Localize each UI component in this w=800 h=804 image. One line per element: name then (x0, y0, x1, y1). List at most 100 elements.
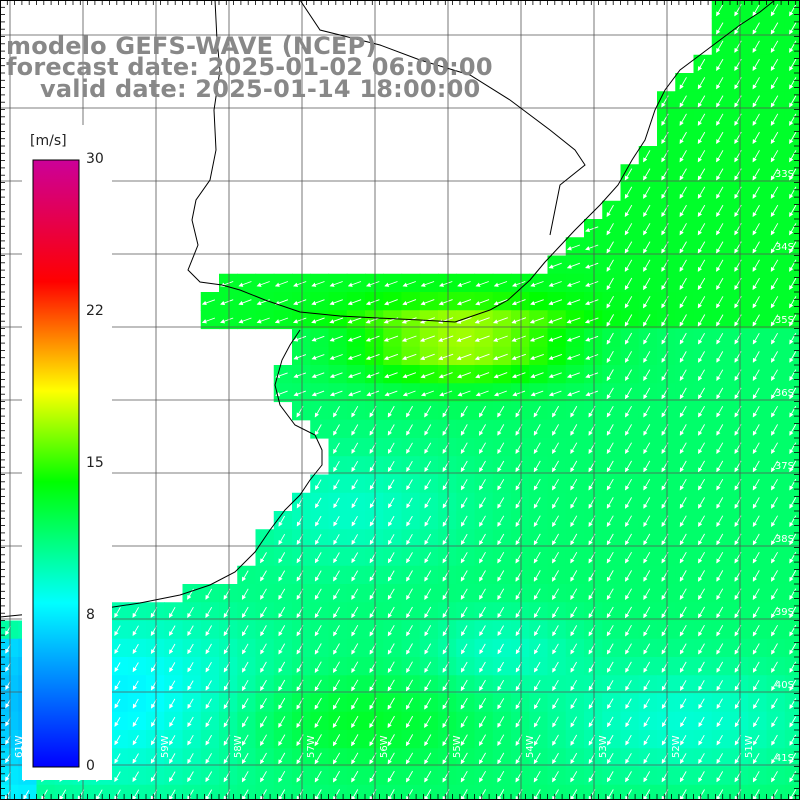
wind-arrow (388, 534, 395, 545)
wind-cell (474, 638, 494, 658)
wind-cell (109, 784, 129, 804)
wind-arrow (314, 552, 322, 564)
wind-arrow (770, 168, 779, 181)
wind-cell (182, 784, 202, 804)
wind-cell (529, 638, 549, 658)
wind-arrow (771, 424, 778, 436)
wind-arrow (625, 643, 632, 655)
wind-cell (748, 456, 768, 476)
wind-arrow (278, 533, 286, 545)
wind-arrow (114, 698, 121, 709)
wind-cell (529, 565, 549, 585)
wind-cell (456, 529, 476, 549)
wind-arrow (497, 625, 504, 637)
wind-cell (657, 127, 676, 147)
wind-cell (547, 456, 567, 476)
wind-arrow (402, 281, 416, 287)
wind-cell (109, 730, 129, 749)
wind-cell (492, 401, 512, 421)
wind-arrow (770, 58, 779, 72)
wind-arrow (753, 679, 760, 691)
wind-arrow (771, 405, 778, 418)
wind-arrow (625, 515, 632, 527)
wind-cell (511, 401, 530, 421)
wind-cell (383, 547, 403, 567)
wind-cell (438, 565, 457, 585)
wind-arrow (770, 150, 779, 163)
wind-cell (638, 584, 658, 603)
wind-cell (565, 438, 585, 457)
wind-cell (310, 657, 330, 676)
wind-arrow (497, 515, 505, 527)
wind-cell (730, 346, 749, 366)
wind-cell (602, 620, 622, 640)
wind-cell (711, 91, 731, 111)
wind-cell (766, 492, 786, 512)
wind-cell (693, 602, 713, 622)
wind-arrow (716, 186, 724, 199)
wind-cell (419, 657, 439, 676)
wind-cell (602, 456, 622, 476)
wind-arrow (493, 372, 508, 379)
wind-arrow (584, 317, 599, 324)
wind-cell (620, 365, 640, 384)
wind-arrow (679, 296, 687, 309)
wind-cell (401, 419, 421, 439)
wind-arrow (384, 372, 398, 379)
wind-cell (693, 675, 713, 695)
valid-date: valid date: 2025-01-14 18:00:00 (40, 75, 481, 103)
wind-arrow (351, 570, 359, 582)
wind-cell (438, 438, 457, 457)
wind-arrow (479, 588, 486, 600)
wind-cell (219, 766, 238, 786)
wind-cell (456, 456, 476, 476)
wind-arrow (606, 661, 614, 673)
wind-arrow (679, 277, 687, 291)
wind-cell (730, 365, 749, 384)
wind-cell (273, 511, 293, 530)
wind-cell (492, 602, 512, 622)
wind-cell (474, 565, 494, 585)
wind-arrow (388, 515, 395, 527)
wind-cell (492, 456, 512, 476)
wind-arrow (329, 354, 343, 360)
wind-cell (529, 584, 549, 603)
wind-cell (620, 511, 640, 530)
wind-cell (784, 383, 800, 403)
wind-cell (401, 547, 421, 567)
wind-arrow (698, 624, 705, 637)
wind-arrow (716, 551, 724, 564)
wind-cell (182, 675, 202, 695)
wind-arrow (698, 515, 705, 527)
wind-arrow (789, 186, 797, 199)
wind-arrow (716, 661, 724, 673)
wind-arrow (387, 643, 395, 655)
wind-cell (547, 675, 567, 695)
wind-arrow (570, 588, 578, 600)
wind-arrow (679, 588, 687, 600)
wind-arrow (679, 241, 687, 254)
wind-cell (748, 492, 768, 512)
wind-arrow (698, 351, 705, 363)
wind-arrow (697, 296, 706, 309)
wind-arrow (460, 661, 468, 673)
wind-arrow (789, 387, 797, 400)
wind-cell (346, 401, 366, 421)
wind-arrow (475, 372, 490, 379)
wind-cell (200, 657, 220, 676)
wind-arrow (643, 241, 651, 254)
wind-arrow (570, 551, 578, 564)
wind-arrow (314, 405, 322, 418)
wind-cell (784, 182, 800, 202)
wind-arrow (643, 332, 651, 345)
wind-arrow (789, 241, 797, 254)
wind-arrow (533, 405, 541, 418)
wind-arrow (771, 369, 778, 381)
wind-arrow (770, 204, 779, 218)
wind-cell (438, 511, 457, 530)
wind-cell (748, 638, 768, 658)
wind-arrow (752, 478, 760, 491)
wind-cell (711, 365, 731, 384)
wind-arrow (497, 661, 504, 673)
wind-cell (730, 766, 749, 786)
